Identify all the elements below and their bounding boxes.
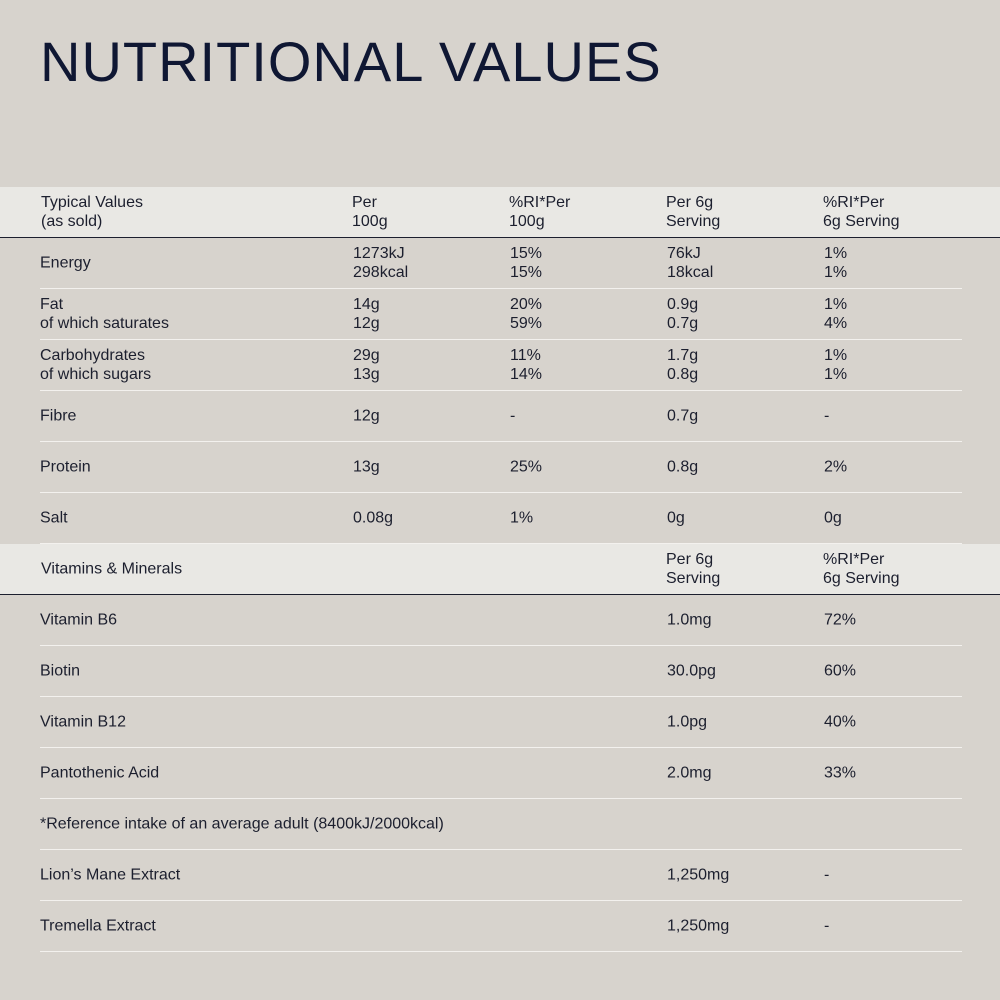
vitamin-row-b6: Vitamin B6 1.0mg 72% <box>40 595 962 646</box>
header-ri-per-100g: %RI*Per 100g <box>509 193 570 231</box>
per-serving-value: 1,250mg <box>667 917 729 936</box>
per-serving-value: 0g <box>667 509 685 528</box>
vitamin-row-biotin: Biotin 30.0pg 60% <box>40 646 962 697</box>
ri-serving-value: 2% <box>824 458 847 477</box>
ri-serving-value: 1% 1% <box>824 346 847 384</box>
ri-100g-value: 11% 14% <box>510 346 542 384</box>
extract-row-tremella: Tremella Extract 1,250mg - <box>40 901 962 952</box>
nutrition-row-energy: Energy 1273kJ 298kcal 15% 15% 76kJ 18kca… <box>40 238 962 289</box>
ri-serving-value: - <box>824 866 829 885</box>
extract-name: Lion’s Mane Extract <box>40 866 180 885</box>
per-serving-value: 0.8g <box>667 458 698 477</box>
header-typical-values: Typical Values (as sold) <box>41 193 143 231</box>
vitamin-name: Vitamin B12 <box>40 713 126 732</box>
nutrient-name: Fat of which saturates <box>40 295 169 333</box>
nutrition-table: Typical Values (as sold) Per 100g %RI*Pe… <box>0 187 1000 952</box>
nutrition-header-row: Typical Values (as sold) Per 100g %RI*Pe… <box>0 187 1000 238</box>
ri-serving-value: 0g <box>824 509 842 528</box>
ri-serving-value: 60% <box>824 662 856 681</box>
reference-intake-footnote: *Reference intake of an average adult (8… <box>40 815 444 834</box>
per-serving-value: 76kJ 18kcal <box>667 244 713 282</box>
per-100g-value: 14g 12g <box>353 295 380 333</box>
per-100g-value: 12g <box>353 407 380 426</box>
ri-100g-value: 25% <box>510 458 542 477</box>
ri-100g-value: - <box>510 407 515 426</box>
vitamin-name: Pantothenic Acid <box>40 764 159 783</box>
page-title: NUTRITIONAL VALUES <box>40 30 662 94</box>
ri-serving-value: 1% 1% <box>824 244 847 282</box>
nutrition-row-fibre: Fibre 12g - 0.7g - <box>40 391 962 442</box>
ri-serving-value: 40% <box>824 713 856 732</box>
nutrition-row-carbohydrates: Carbohydrates of which sugars 29g 13g 11… <box>40 340 962 391</box>
vitamin-name: Vitamin B6 <box>40 611 117 630</box>
header-per-100g: Per 100g <box>352 193 388 231</box>
nutrition-row-fat: Fat of which saturates 14g 12g 20% 59% 0… <box>40 289 962 340</box>
header-per-serving: Per 6g Serving <box>666 193 720 231</box>
ri-serving-value: - <box>824 917 829 936</box>
vitamin-name: Biotin <box>40 662 80 681</box>
per-serving-value: 1,250mg <box>667 866 729 885</box>
per-100g-value: 29g 13g <box>353 346 380 384</box>
nutrient-name: Carbohydrates of which sugars <box>40 346 151 384</box>
per-serving-value: 1.0mg <box>667 611 711 630</box>
ri-serving-value: 1% 4% <box>824 295 847 333</box>
per-serving-value: 0.9g 0.7g <box>667 295 698 333</box>
ri-serving-value: 33% <box>824 764 856 783</box>
per-100g-value: 0.08g <box>353 509 393 528</box>
per-100g-value: 1273kJ 298kcal <box>353 244 408 282</box>
ri-100g-value: 20% 59% <box>510 295 542 333</box>
per-serving-value: 0.7g <box>667 407 698 426</box>
header-ri-per-serving: %RI*Per 6g Serving <box>823 550 900 588</box>
nutrient-name: Protein <box>40 458 91 477</box>
ri-100g-value: 15% 15% <box>510 244 542 282</box>
nutrient-name: Fibre <box>40 407 76 426</box>
extract-row-lions-mane: Lion’s Mane Extract 1,250mg - <box>40 850 962 901</box>
per-100g-value: 13g <box>353 458 380 477</box>
per-serving-value: 2.0mg <box>667 764 711 783</box>
per-serving-value: 30.0pg <box>667 662 716 681</box>
ri-100g-value: 1% <box>510 509 533 528</box>
ri-serving-value: 72% <box>824 611 856 630</box>
vitamins-header-row: Vitamins & Minerals Per 6g Serving %RI*P… <box>0 544 1000 595</box>
vitamin-row-pantothenic-acid: Pantothenic Acid 2.0mg 33% <box>40 748 962 799</box>
per-serving-value: 1.0pg <box>667 713 707 732</box>
vitamin-row-b12: Vitamin B12 1.0pg 40% <box>40 697 962 748</box>
nutrient-name: Energy <box>40 254 91 273</box>
footnote-row: *Reference intake of an average adult (8… <box>40 799 962 850</box>
extract-name: Tremella Extract <box>40 917 156 936</box>
nutrition-row-protein: Protein 13g 25% 0.8g 2% <box>40 442 962 493</box>
nutrition-row-salt: Salt 0.08g 1% 0g 0g <box>40 493 962 544</box>
per-serving-value: 1.7g 0.8g <box>667 346 698 384</box>
nutrient-name: Salt <box>40 509 68 528</box>
ri-serving-value: - <box>824 407 829 426</box>
header-ri-per-serving: %RI*Per 6g Serving <box>823 193 900 231</box>
header-per-serving: Per 6g Serving <box>666 550 720 588</box>
header-vitamins-minerals: Vitamins & Minerals <box>41 560 182 579</box>
